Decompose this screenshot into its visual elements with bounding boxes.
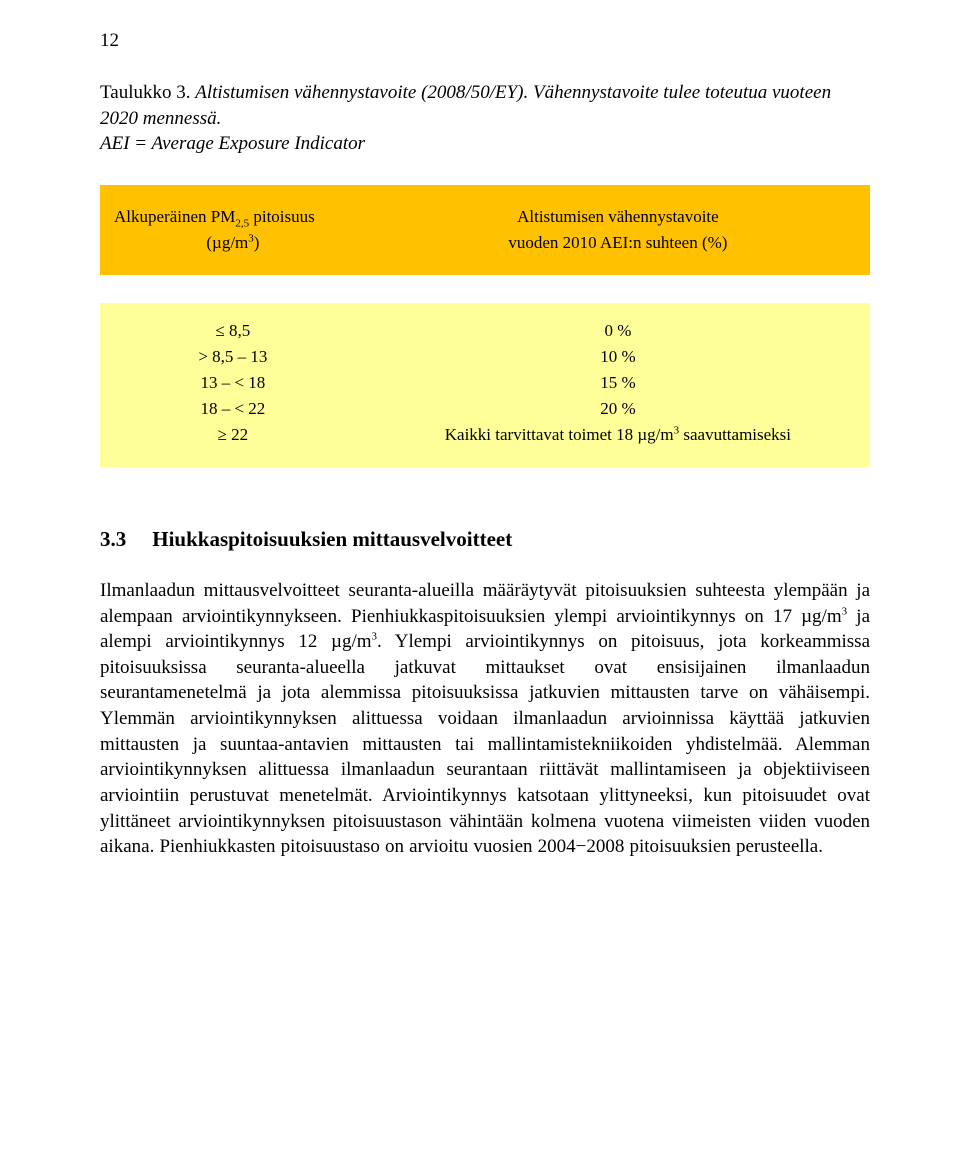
section-number: 3.3 — [100, 527, 126, 552]
body-paragraph: Ilmanlaadun mittausvelvoitteet seuranta-… — [100, 578, 870, 860]
header-col-2: Altistumisen vähennystavoite vuoden 2010… — [362, 185, 870, 275]
caption-label: Taulukko 3. — [100, 82, 191, 103]
header-col1-line1: Alkuperäinen PM — [114, 207, 235, 226]
para-t1: Ilmanlaadun mittausvelvoitteet seuranta-… — [100, 580, 870, 627]
table-cell: 20 % — [362, 396, 870, 422]
table-cell: ≤ 8,5 — [100, 303, 362, 344]
header-col1-line1-suffix: pitoisuus — [249, 207, 315, 226]
header-col-1: Alkuperäinen PM2,5 pitoisuus (µg/m3) — [100, 185, 362, 275]
header-col2-line1: Altistumisen vähennystavoite — [376, 207, 860, 227]
table-cell: 13 – < 18 — [100, 370, 362, 396]
caption-title-2: AEI = Average Exposure Indicator — [100, 133, 365, 154]
table-row: ≤ 8,50 % — [100, 303, 870, 344]
table-row: ≥ 22Kaikki tarvittavat toimet 18 µg/m3 s… — [100, 422, 870, 467]
table-cell: > 8,5 – 13 — [100, 344, 362, 370]
para-t3: . Ylempi arviointikynnys on pitoisuus, j… — [100, 631, 870, 857]
table-cell: 18 – < 22 — [100, 396, 362, 422]
header-col1-line2-post: ) — [254, 233, 260, 252]
header-col2-line2: vuoden 2010 AEI:n suhteen (%) — [376, 233, 860, 253]
table-caption: Taulukko 3. Altistumisen vähennystavoite… — [100, 80, 870, 157]
table-row: > 8,5 – 1310 % — [100, 344, 870, 370]
table-cell: 10 % — [362, 344, 870, 370]
header-pm-subscript: 2,5 — [235, 217, 249, 229]
header-col1-line2-pre: (µg/m — [206, 233, 248, 252]
section-title: Hiukkaspitoisuuksien mittausvelvoitteet — [152, 527, 512, 552]
exposure-table: Alkuperäinen PM2,5 pitoisuus (µg/m3) Alt… — [100, 185, 870, 467]
table-cell: Kaikki tarvittavat toimet 18 µg/m3 saavu… — [362, 422, 870, 467]
table-cell: ≥ 22 — [100, 422, 362, 467]
table-cell: 0 % — [362, 303, 870, 344]
table-row: 13 – < 1815 % — [100, 370, 870, 396]
table-header-row: Alkuperäinen PM2,5 pitoisuus (µg/m3) Alt… — [100, 185, 870, 275]
caption-title-1: Altistumisen vähennystavoite (2008/50/EY… — [100, 82, 831, 129]
table-row: 18 – < 2220 % — [100, 396, 870, 422]
page-number: 12 — [100, 30, 870, 52]
section-heading: 3.3 Hiukkaspitoisuuksien mittausvelvoitt… — [100, 527, 870, 552]
table-cell: 15 % — [362, 370, 870, 396]
